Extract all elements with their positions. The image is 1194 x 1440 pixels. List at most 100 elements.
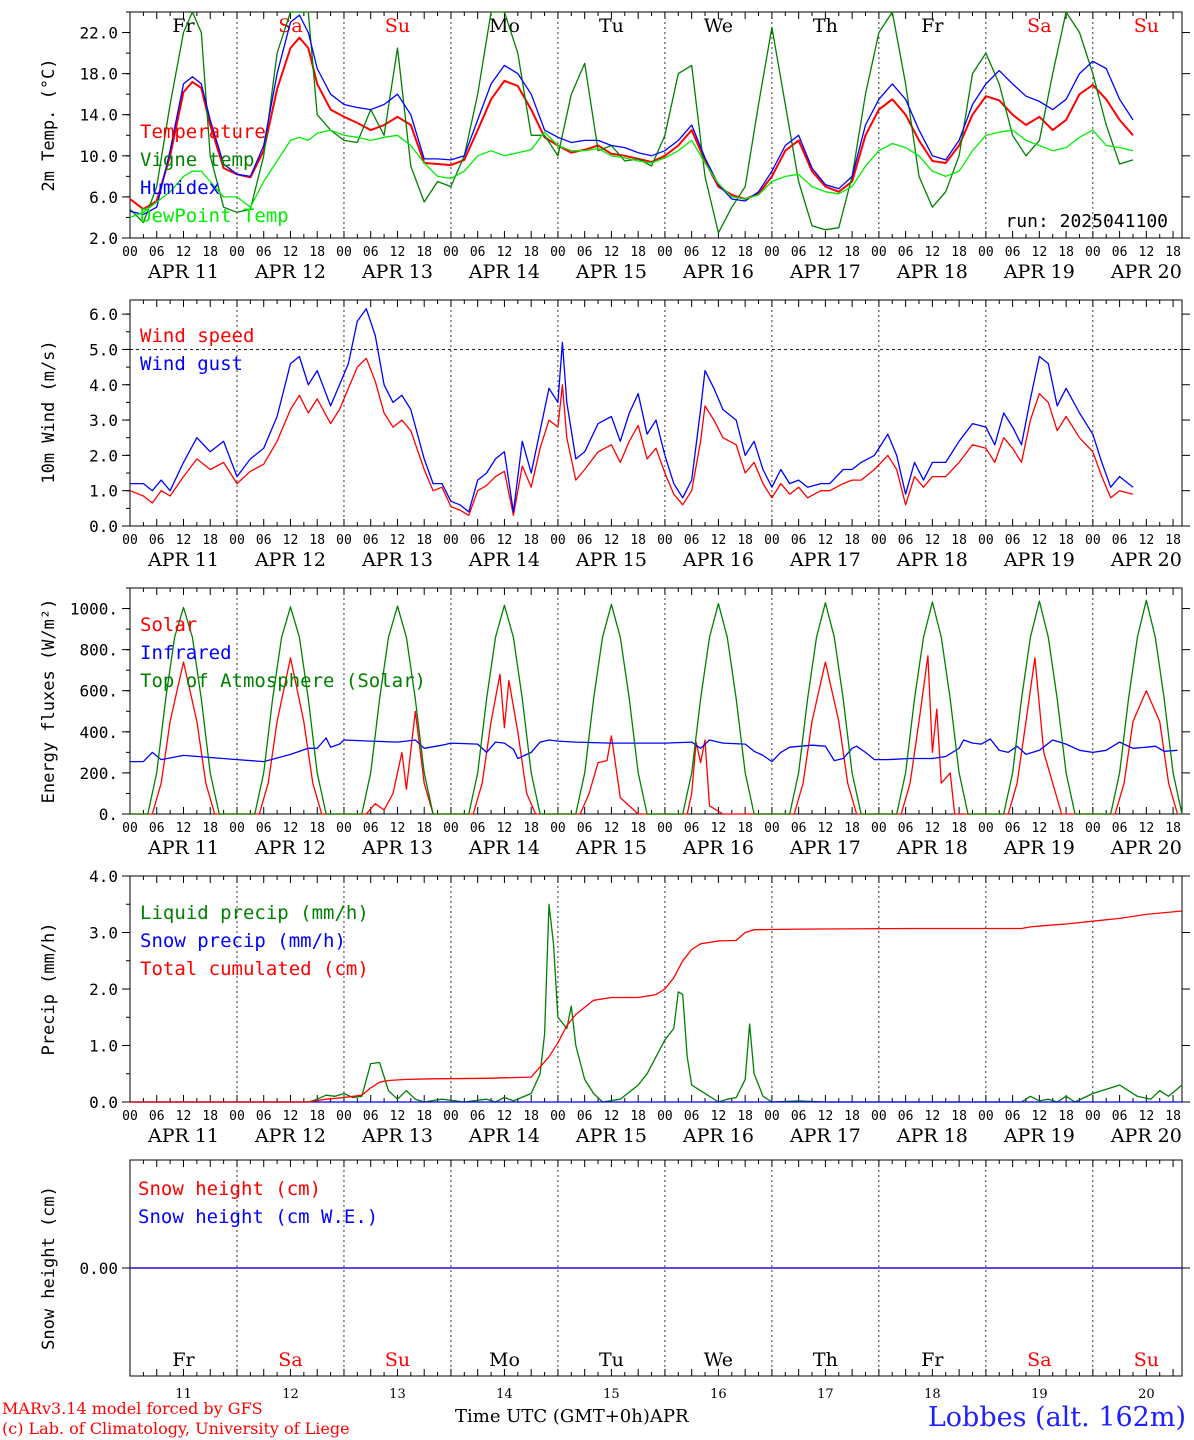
hour-tick-label: 00 [978, 533, 994, 548]
hour-tick-label: 12 [604, 533, 620, 548]
y-axis-label: Snow height (cm) [39, 1186, 59, 1350]
legend-entry: Snow height (cm) [138, 1178, 321, 1200]
hour-tick-label: 00 [1085, 821, 1101, 836]
hour-tick-label: 12 [711, 245, 727, 260]
hour-tick-label: 06 [684, 1109, 700, 1124]
hour-tick-label: 00 [122, 1109, 138, 1124]
model-credit: MARv3.14 model forced by GFS [2, 1399, 263, 1418]
hour-tick-label: 06 [577, 533, 593, 548]
y-tick-label: 400. [79, 723, 118, 742]
hour-tick-label: 18 [1058, 821, 1074, 836]
hour-tick-label: 18 [951, 533, 967, 548]
hour-tick-label: 12 [390, 821, 406, 836]
date-label: APR 12 [254, 1125, 326, 1147]
y-tick-label: 2.0 [89, 229, 118, 248]
day-of-week-label: Th [813, 15, 838, 37]
y-tick-label: 6.0 [89, 305, 118, 324]
day-of-week-label: Su [1134, 15, 1159, 37]
hour-tick-label: 12 [283, 821, 299, 836]
hour-tick-label: 18 [1165, 245, 1181, 260]
hour-tick-label: 12 [925, 533, 941, 548]
hour-tick-label: 00 [550, 533, 566, 548]
date-label: APR 19 [1003, 837, 1075, 859]
hour-tick-label: 00 [657, 821, 673, 836]
day-of-week-label: We [704, 1349, 733, 1371]
date-label: APR 12 [254, 837, 326, 859]
panel-frame [129, 299, 1183, 527]
hour-tick-label: 06 [791, 533, 807, 548]
hour-tick-label: 00 [978, 821, 994, 836]
hour-tick-label: 18 [523, 821, 539, 836]
hour-tick-label: 06 [363, 533, 379, 548]
hour-tick-label: 00 [550, 821, 566, 836]
hour-tick-label: 00 [764, 821, 780, 836]
hour-tick-label: 00 [657, 1109, 673, 1124]
hour-tick-label: 06 [256, 821, 272, 836]
legend-entry: Top of Atmosphere (Solar) [140, 670, 426, 692]
date-label: APR 17 [789, 1125, 861, 1147]
hour-tick-label: 12 [711, 821, 727, 836]
date-label: APR 13 [361, 549, 433, 571]
lab-credit: (c) Lab. of Climatology, University of L… [2, 1419, 350, 1438]
date-label: APR 18 [896, 1125, 968, 1147]
day-number-label: 13 [389, 1387, 406, 1402]
day-number-label: 19 [1031, 1387, 1048, 1402]
date-label: APR 16 [682, 1125, 754, 1147]
time-axis-label: Time UTC (GMT+0h) [455, 1406, 650, 1427]
hour-tick-label: 18 [737, 1109, 753, 1124]
y-axis-label: 2m Temp. (°C) [39, 58, 59, 191]
hour-tick-label: 18 [1058, 533, 1074, 548]
date-label: APR 18 [896, 261, 968, 283]
date-label: APR 11 [147, 261, 219, 283]
panel-frame [129, 11, 1183, 239]
date-label: APR 15 [575, 1125, 647, 1147]
hour-tick-label: 12 [176, 533, 192, 548]
hour-tick-label: 00 [229, 1109, 245, 1124]
hour-tick-label: 12 [711, 533, 727, 548]
y-tick-label: 0.0 [89, 517, 118, 536]
hour-tick-label: 06 [470, 245, 486, 260]
hour-tick-label: 06 [898, 533, 914, 548]
hour-tick-label: 12 [497, 533, 513, 548]
hour-tick-label: 06 [898, 821, 914, 836]
hour-tick-label: 12 [925, 821, 941, 836]
hour-tick-label: 06 [363, 1109, 379, 1124]
hour-tick-label: 00 [978, 1109, 994, 1124]
hour-tick-label: 06 [1005, 1109, 1021, 1124]
series-line [129, 129, 1134, 219]
day-of-week-label: Su [385, 15, 410, 37]
legend-entry: Temperature [140, 121, 266, 143]
hour-tick-label: 12 [818, 821, 834, 836]
time-axis-title: Time UTC (GMT+0h)APR [455, 1406, 689, 1427]
date-label: APR 19 [1003, 549, 1075, 571]
y-tick-label: 0. [99, 805, 118, 824]
y-tick-label: 14.0 [79, 106, 118, 125]
date-label: APR 12 [254, 549, 326, 571]
date-label: APR 16 [682, 261, 754, 283]
hour-tick-label: 06 [470, 533, 486, 548]
hour-tick-label: 18 [844, 245, 860, 260]
day-of-week-label: Th [813, 1349, 838, 1371]
y-axis-label: 10m Wind (m/s) [39, 340, 59, 483]
hour-tick-label: 00 [657, 533, 673, 548]
hour-tick-label: 18 [951, 245, 967, 260]
series-line [130, 308, 1134, 513]
hour-tick-label: 06 [684, 533, 700, 548]
legend-entry: Humidex [140, 177, 220, 199]
hour-tick-label: 12 [604, 821, 620, 836]
hour-tick-label: 18 [630, 533, 646, 548]
footer-credits: MARv3.14 model forced by GFS (c) Lab. of… [2, 1399, 350, 1439]
hour-tick-label: 12 [390, 1109, 406, 1124]
hour-tick-label: 00 [122, 245, 138, 260]
hour-tick-label: 18 [1165, 533, 1181, 548]
day-of-week-label: Sa [1027, 15, 1051, 37]
hour-tick-label: 18 [844, 821, 860, 836]
hour-tick-label: 06 [577, 1109, 593, 1124]
day-number-label: 18 [924, 1387, 941, 1402]
hour-tick-label: 06 [1112, 1109, 1128, 1124]
date-label: APR 15 [575, 261, 647, 283]
y-tick-label: 22.0 [79, 24, 118, 43]
hour-tick-label: 06 [1112, 533, 1128, 548]
y-axis-label: Precip (mm/h) [39, 922, 59, 1055]
hour-tick-label: 00 [657, 245, 673, 260]
